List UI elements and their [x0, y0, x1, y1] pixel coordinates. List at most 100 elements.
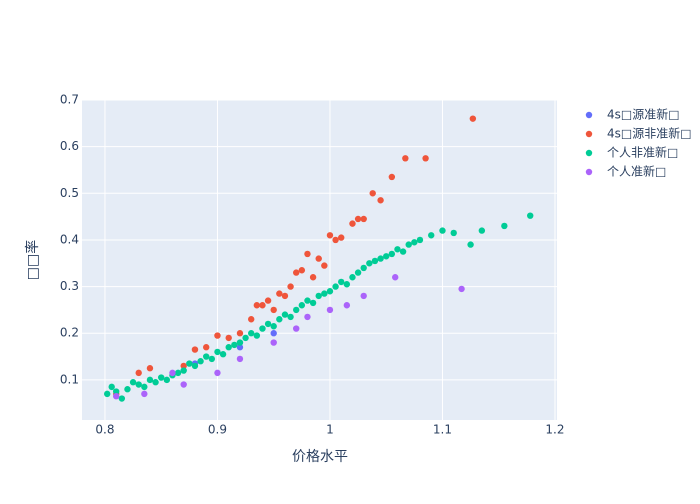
point: [141, 390, 148, 398]
point: [276, 290, 283, 297]
point: [394, 246, 401, 253]
y-axis-title: □□率: [24, 240, 41, 280]
point: [214, 332, 221, 339]
point: [467, 241, 474, 248]
point: [321, 262, 328, 269]
point: [186, 360, 193, 367]
x-tick-label: 1.1: [433, 423, 452, 437]
point: [253, 302, 261, 309]
point: [276, 316, 283, 323]
legend-label: 个人非准新□: [607, 145, 678, 160]
point: [315, 255, 322, 262]
point: [180, 362, 187, 370]
point: [315, 292, 322, 300]
point: [343, 302, 351, 309]
point: [219, 351, 227, 358]
point: [399, 248, 407, 255]
legend-label: 4s□源非准新□: [607, 126, 692, 141]
point: [197, 358, 204, 365]
point: [287, 313, 294, 321]
point: [180, 367, 187, 374]
point: [270, 323, 277, 330]
point: [428, 232, 435, 239]
point: [236, 339, 244, 346]
legend-label: 个人准新□: [607, 164, 666, 179]
point: [354, 215, 362, 223]
x-tick-label: 1: [326, 423, 334, 437]
point: [422, 155, 429, 162]
point: [360, 292, 367, 300]
point: [108, 383, 115, 391]
point: [371, 257, 379, 265]
point: [264, 297, 272, 304]
point: [104, 390, 111, 398]
point: [236, 344, 244, 351]
point: [293, 269, 300, 276]
point: [392, 274, 399, 281]
point: [259, 325, 266, 332]
point: [304, 313, 311, 321]
point: [360, 215, 367, 223]
point: [191, 362, 199, 370]
point: [163, 376, 171, 384]
point: [214, 369, 221, 377]
point: [349, 274, 356, 281]
point: [180, 381, 187, 388]
point: [388, 173, 396, 181]
point: [439, 227, 446, 234]
point: [411, 239, 418, 246]
y-tick-label: 0.2: [60, 326, 79, 340]
point: [129, 379, 137, 386]
point: [309, 299, 317, 307]
point: [332, 283, 339, 290]
point: [326, 288, 334, 295]
point: [383, 253, 390, 260]
point: [214, 348, 221, 356]
point: [388, 250, 396, 258]
x-axis-title: 价格水平: [292, 449, 348, 465]
point: [478, 227, 486, 234]
point: [343, 281, 351, 288]
point: [242, 334, 249, 342]
point: [354, 269, 362, 276]
point: [309, 274, 317, 281]
point: [450, 229, 457, 237]
point: [248, 316, 255, 323]
point: [298, 267, 306, 274]
point: [527, 212, 534, 219]
point: [135, 381, 142, 388]
x-tick-label: 0.9: [208, 423, 227, 437]
legend-label: 4s□源准新□: [607, 107, 680, 122]
point: [236, 355, 244, 363]
y-tick-label: 0.5: [60, 186, 79, 200]
point: [501, 222, 508, 230]
point: [287, 283, 294, 290]
point: [169, 369, 176, 377]
point: [369, 190, 376, 197]
point: [304, 297, 311, 304]
point: [293, 325, 300, 332]
point: [405, 241, 412, 248]
grid: [82, 99, 557, 420]
y-tick-label: 0.6: [60, 139, 79, 153]
point: [366, 260, 373, 267]
point: [360, 264, 367, 272]
y-tick-label: 0.4: [60, 232, 79, 246]
point: [270, 330, 277, 337]
point: [253, 332, 261, 339]
legend-marker: [585, 149, 593, 157]
point: [124, 386, 131, 393]
point: [321, 290, 328, 297]
point: [332, 236, 339, 244]
point: [191, 346, 199, 353]
point: [326, 232, 334, 239]
point: [270, 339, 277, 346]
point: [281, 311, 289, 318]
marks: [104, 115, 534, 402]
point: [141, 383, 148, 391]
point: [402, 155, 409, 162]
point: [113, 393, 120, 400]
y-tick-label: 0.7: [60, 93, 79, 107]
